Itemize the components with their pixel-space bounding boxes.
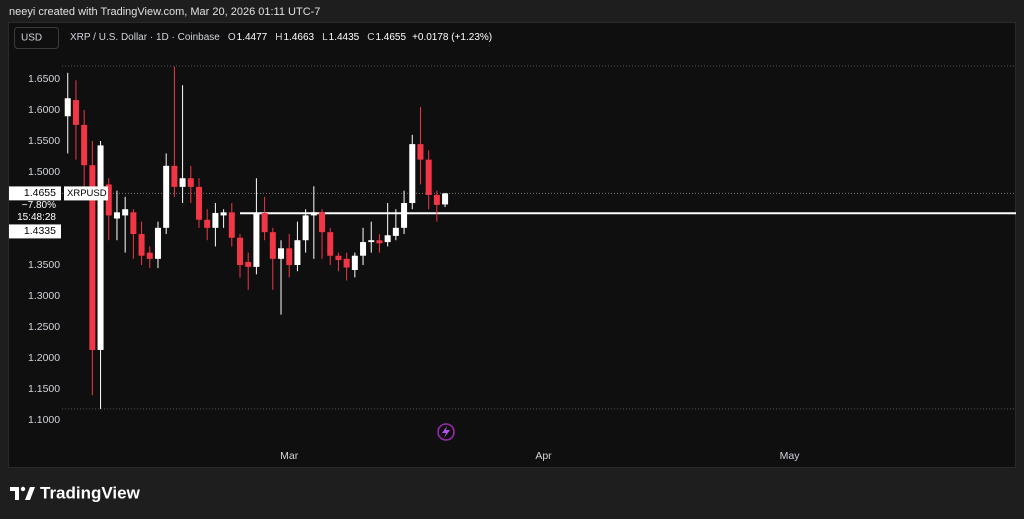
y-tick-label: 1.6500: [28, 73, 60, 85]
candle-body: [204, 219, 211, 228]
candle-body: [130, 212, 137, 235]
candle-body: [302, 215, 309, 241]
candle-body: [417, 144, 424, 160]
x-tick-label: Mar: [280, 450, 299, 462]
candle-body: [327, 232, 334, 256]
candle-body: [409, 144, 416, 204]
candle-body: [335, 255, 342, 261]
y-tick-label: 1.5000: [28, 166, 60, 178]
ohlc-value: 1.4477: [237, 32, 268, 43]
last-price-box: [9, 186, 61, 201]
chart-panel: [8, 22, 1016, 468]
candle-body: [171, 165, 178, 187]
candle-body: [72, 100, 79, 125]
candle-body: [269, 232, 276, 259]
hline-price-box: [9, 224, 61, 239]
lightning-icon[interactable]: [437, 423, 455, 441]
candle-body: [245, 261, 252, 267]
candle-body: [64, 98, 71, 117]
price-change: −7.80%: [22, 200, 56, 211]
candle-body: [105, 184, 112, 216]
candle-body: [343, 258, 350, 268]
candle-body: [384, 235, 391, 243]
candle-body: [89, 165, 96, 350]
candle-body: [278, 248, 285, 259]
candle-body: [195, 186, 202, 220]
y-tick-label: 1.5500: [28, 135, 60, 147]
candle-body: [294, 240, 301, 266]
candle-body: [442, 193, 449, 205]
candle-body: [286, 248, 293, 266]
x-tick-label: Apr: [535, 450, 552, 462]
y-tick-label: 1.1000: [28, 414, 60, 426]
candle-body: [212, 212, 219, 228]
x-tick-label: May: [780, 450, 801, 462]
symbol-legend: XRP / U.S. Dollar · 1D · Coinbase O1.4477…: [70, 32, 492, 43]
candle-body: [376, 240, 383, 244]
symbol-tag: XRPUSD: [67, 188, 107, 199]
candle-body: [154, 227, 161, 259]
candle-body: [122, 209, 129, 216]
candle-body: [425, 159, 432, 195]
logo-dot: [20, 486, 26, 492]
last-price: 1.4655: [24, 187, 56, 199]
logo-text: TradingView: [40, 483, 141, 502]
candle-body: [113, 212, 120, 219]
candle-body: [146, 252, 153, 259]
y-tick-label: 1.1500: [28, 383, 60, 395]
ohlc-label: O: [228, 32, 236, 43]
hline-price: 1.4335: [24, 225, 56, 237]
candle-body: [163, 165, 170, 228]
y-tick-label: 1.3000: [28, 290, 60, 302]
price-info-box: [9, 200, 61, 225]
symbol-title: XRP / U.S. Dollar · 1D · Coinbase: [70, 32, 220, 43]
candle-body: [253, 212, 260, 267]
ohlc-label: C: [367, 32, 374, 43]
candle-body: [433, 194, 440, 205]
attribution: neeyi created with TradingView.com, Mar …: [9, 6, 320, 18]
icon-circle: [437, 423, 455, 441]
ohlc-label: L: [322, 32, 328, 43]
y-tick-label: 1.2500: [28, 321, 60, 333]
change: +0.0178 (+1.23%): [412, 32, 492, 43]
candle-body: [401, 203, 408, 228]
candle-body: [187, 178, 194, 187]
icon-bolt: [442, 426, 450, 438]
candle-body: [220, 212, 227, 216]
candle-body: [310, 212, 317, 216]
candle-body: [228, 212, 235, 238]
y-tick-label: 1.6000: [28, 104, 60, 116]
candle-body: [97, 145, 104, 350]
y-tick-label: 1.3500: [28, 259, 60, 271]
symbol-tag-box: [64, 186, 108, 201]
candle-body: [81, 124, 88, 166]
candle-body: [368, 240, 375, 243]
candle-body: [360, 242, 367, 256]
ohlc-value: 1.4663: [283, 32, 314, 43]
currency[interactable]: USD: [21, 33, 42, 44]
candle-body: [237, 237, 244, 266]
logo-mark: [10, 487, 19, 500]
y-tick-label: 1.2000: [28, 352, 60, 364]
candle-body: [179, 178, 186, 187]
currency-box[interactable]: [14, 27, 59, 49]
ohlc-label: H: [275, 32, 282, 43]
candle-body: [392, 227, 399, 236]
candle-body: [261, 212, 268, 233]
candle-body: [351, 255, 358, 270]
countdown: 15:48:28: [17, 212, 56, 223]
logo[interactable]: TradingView: [10, 483, 141, 502]
candle-body: [138, 234, 145, 256]
ohlc-value: 1.4435: [329, 32, 360, 43]
candle-body: [319, 212, 326, 233]
ohlc-value: 1.4655: [375, 32, 406, 43]
logo-slash: [25, 487, 35, 500]
